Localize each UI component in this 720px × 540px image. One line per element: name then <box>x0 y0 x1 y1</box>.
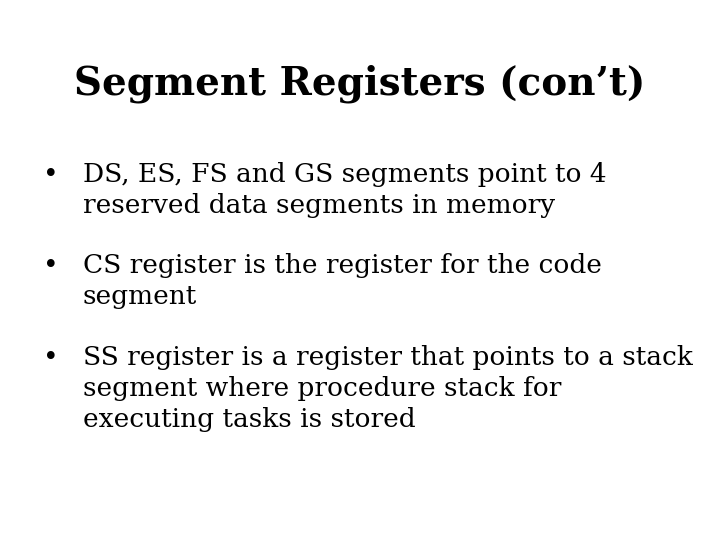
Text: •: • <box>42 345 58 369</box>
Text: •: • <box>42 162 58 187</box>
Text: Segment Registers (con’t): Segment Registers (con’t) <box>74 65 646 103</box>
Text: CS register is the register for the code
segment: CS register is the register for the code… <box>83 253 602 309</box>
Text: •: • <box>42 253 58 278</box>
Text: DS, ES, FS and GS segments point to 4
reserved data segments in memory: DS, ES, FS and GS segments point to 4 re… <box>83 162 606 218</box>
Text: SS register is a register that points to a stack
segment where procedure stack f: SS register is a register that points to… <box>83 345 693 431</box>
